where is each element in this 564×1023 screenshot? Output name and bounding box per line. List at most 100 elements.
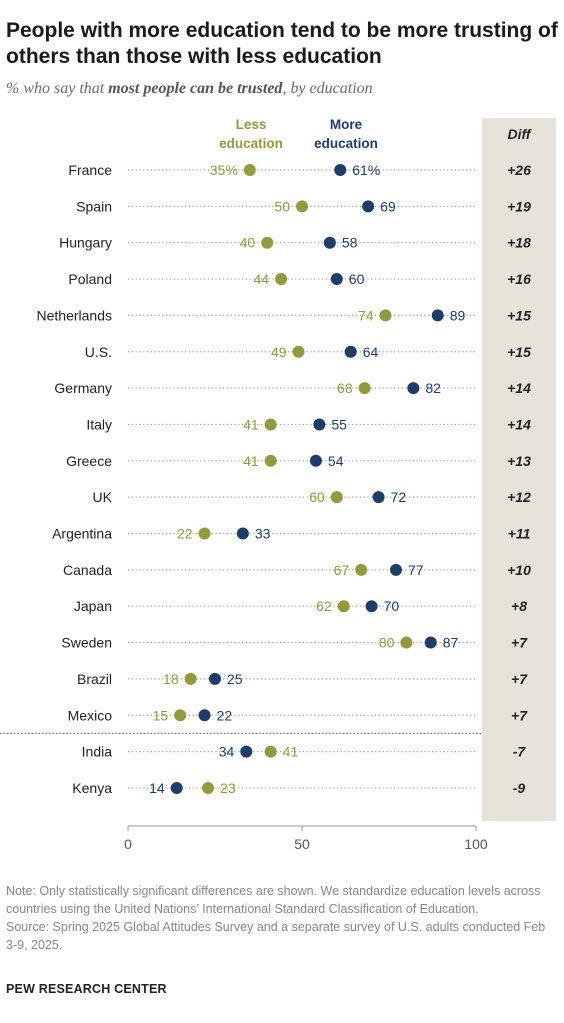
country-label: Mexico [68,707,113,723]
diff-value: +18 [507,235,531,251]
more-education-value-label: 82 [425,380,441,396]
less-education-dot [358,382,371,395]
diff-value: +7 [511,707,528,723]
less-education-dot [243,164,256,176]
diff-value: +19 [507,198,531,214]
less-education-dot [275,273,288,286]
more-education-dot [365,600,378,613]
country-label: UK [93,489,113,505]
less-education-value-label: 60 [309,489,325,505]
more-education-dot [344,345,357,358]
more-education-dot [323,236,336,249]
more-education-value-label: 61% [352,162,380,178]
more-education-value-label: 25 [227,671,243,687]
x-axis-tick-label: 0 [124,836,132,852]
country-label: Greece [66,453,112,469]
diff-value: +26 [507,162,531,178]
less-education-value-label: 50 [274,198,290,214]
more-education-value-label: 14 [149,780,165,796]
more-education-dot [330,273,343,286]
source-org: PEW RESEARCH CENTER [6,982,167,996]
diff-value: +16 [507,271,531,287]
diff-value: +13 [507,453,531,469]
less-education-dot [264,454,277,467]
more-education-value-label: 69 [380,198,396,214]
source-text: Source: Spring 2025 Global Attitudes Sur… [6,920,546,952]
diff-value: -7 [513,744,527,760]
less-education-dot [198,527,211,540]
country-label: Brazil [77,671,112,687]
more-education-value-label: 58 [342,235,358,251]
country-label: Argentina [52,526,112,542]
less-education-dot [296,200,308,213]
diff-value: -9 [513,780,526,796]
more-education-value-label: 33 [255,526,271,542]
less-education-value-label: 40 [240,235,256,251]
more-education-dot [389,563,402,576]
legend-more-line2: education [314,136,378,151]
diff-value: +7 [511,635,528,651]
more-education-dot [372,491,385,504]
legend-less-line2: education [219,136,283,151]
country-label: Hungary [59,235,112,251]
less-education-value-label: 80 [379,635,395,651]
dot-plot-chart: Diff Less education More education France 35% 6… [0,117,556,852]
more-education-value-label: 54 [328,453,344,469]
x-axis-tick-label: 50 [294,836,310,852]
less-education-dot [400,636,413,649]
subtitle-emphasis: most people can be trusted [108,80,283,97]
diff-value: +15 [507,344,531,360]
less-education-value-label: 41 [283,744,299,760]
less-education-dot [264,745,277,758]
more-education-value-label: 34 [219,744,235,760]
less-education-value-label: 74 [358,307,374,323]
less-education-dot [184,672,197,685]
diff-value: +14 [507,380,531,396]
more-education-value-label: 70 [384,598,400,614]
diff-header: Diff [507,126,531,142]
more-education-dot [407,382,420,395]
diff-column-background [482,118,556,821]
country-label: Germany [54,380,112,396]
less-education-dot [264,418,277,431]
less-education-value-label: 49 [271,344,287,360]
less-education-dot [379,309,392,322]
less-education-value-label: 18 [163,671,179,687]
country-label: Poland [68,271,112,287]
less-education-value-label: 22 [177,526,193,542]
country-label: Italy [86,416,112,432]
more-education-dot [313,418,326,431]
less-education-value-label: 68 [337,380,353,396]
less-education-dot [337,600,350,613]
more-education-value-label: 72 [391,489,407,505]
more-education-dot [209,672,221,685]
legend-less-line1: Less [236,117,267,132]
chart-title: People with more education tend to be mo… [6,19,558,68]
country-label: Japan [74,598,112,614]
more-education-value-label: 60 [349,271,365,287]
country-label: Kenya [72,780,112,796]
diff-value: +11 [508,526,531,542]
country-label: Netherlands [37,307,113,323]
legend-more-line1: More [330,117,363,132]
more-education-dot [198,709,211,722]
country-label: Canada [63,562,112,578]
less-education-dot [261,236,274,249]
less-education-value-label: 41 [243,453,259,469]
diff-value: +7 [511,671,528,687]
less-education-value-label: 62 [316,598,332,614]
less-education-dot [292,345,305,358]
more-education-dot [362,200,375,213]
more-education-value-label: 89 [450,307,466,323]
more-education-value-label: 64 [363,344,379,360]
less-education-value-label: 44 [254,271,270,287]
country-label: France [68,162,112,178]
less-education-value-label: 67 [334,562,350,578]
diff-value: +14 [507,416,531,432]
less-education-dot [174,709,187,722]
x-axis-tick-label: 100 [464,836,488,852]
more-education-dot [309,454,322,467]
more-education-value-label: 22 [217,707,233,723]
more-education-dot [424,636,437,649]
country-label: Sweden [61,635,112,651]
